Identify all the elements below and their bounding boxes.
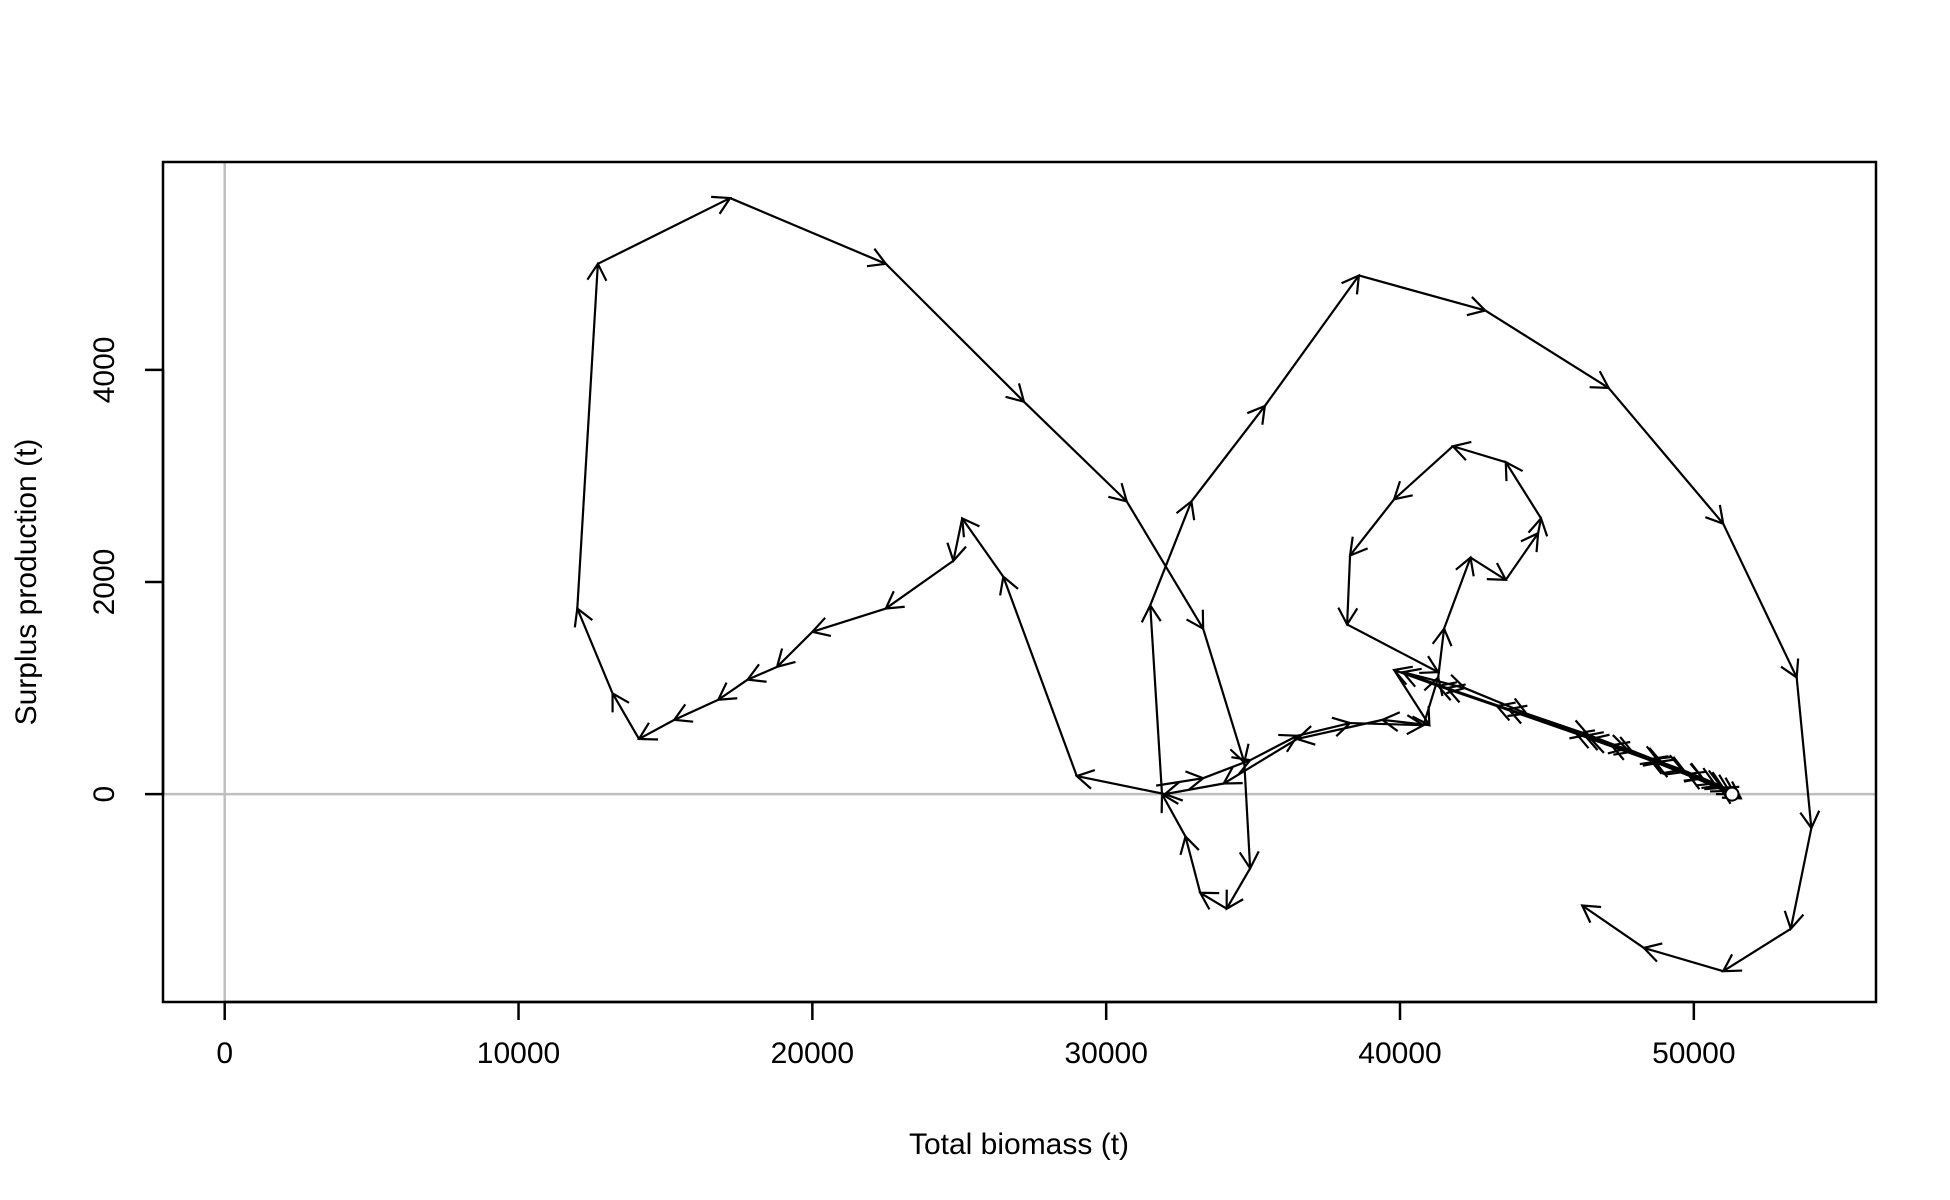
x-tick-label: 0 (216, 1037, 233, 1070)
y-axis-label: Surplus production (t) (10, 439, 43, 726)
trajectory-segment (885, 559, 955, 610)
trajectory-segment (1358, 274, 1486, 312)
trajectory-segment (1575, 732, 1657, 764)
trajectory-segment (1643, 946, 1724, 973)
x-tick-label: 30000 (1064, 1037, 1147, 1070)
trajectory-segment (952, 518, 964, 562)
trajectory-segment (1525, 712, 1589, 736)
y-tick-label: 4000 (88, 337, 121, 404)
x-tick-label: 10000 (477, 1037, 560, 1070)
trajectory-segment (1655, 761, 1736, 796)
trajectory-segment (1190, 405, 1266, 503)
trajectory-segment (1443, 557, 1472, 630)
trajectory-segment (1296, 721, 1351, 737)
trajectory-segment (776, 631, 814, 668)
trajectory-segment (1164, 782, 1224, 796)
trajectory-segment (611, 692, 640, 740)
trajectory-segment (1202, 759, 1251, 780)
trajectory-segment (1795, 677, 1813, 829)
trajectory-segment (597, 197, 731, 265)
trajectory-segment (1464, 687, 1527, 715)
trajectory-segment (1607, 387, 1725, 525)
trajectory-segment (1346, 623, 1439, 674)
trajectory-segment (1625, 747, 1659, 763)
trajectory-segment (673, 698, 719, 721)
x-tick-label: 40000 (1358, 1037, 1441, 1070)
trajectory-segment (812, 607, 887, 633)
trajectory-segment (1223, 738, 1298, 785)
trajectory-segment (1350, 721, 1424, 727)
trajectory-segment (885, 263, 1025, 403)
trajectory-segment (1722, 523, 1798, 678)
reference-lines (163, 162, 1876, 1002)
trajectory-segment (1581, 904, 1645, 949)
y-tick-label: 2000 (88, 549, 121, 616)
trajectory-segment (1496, 705, 1577, 735)
start-point-marker (1724, 786, 1740, 802)
trajectory-segment (1149, 500, 1193, 606)
y-axis: 0 2000 4000 (88, 337, 165, 803)
arrowhead (1419, 655, 1441, 675)
trajectory-segment (1722, 927, 1792, 973)
x-tick-label: 50000 (1652, 1037, 1735, 1070)
y-tick-label: 0 (88, 786, 121, 803)
trajectory-segment (1469, 556, 1507, 581)
trajectory-segment (1002, 576, 1078, 777)
trajectory-segment (729, 197, 887, 265)
trajectory-segment (1437, 684, 1498, 708)
trajectory-segment (1155, 777, 1204, 787)
trajectory-segment (961, 517, 1005, 578)
x-axis: 0 10000 20000 30000 40000 50000 (216, 1000, 1736, 1070)
trajectory-segment (1504, 461, 1542, 519)
trajectory-segment (1484, 309, 1610, 389)
trajectory-segment (1422, 677, 1440, 726)
trajectory-segment (1263, 274, 1360, 407)
trajectory-segment (1202, 628, 1246, 763)
trajectory-segment (1149, 605, 1164, 795)
trajectory-segment (1243, 762, 1252, 869)
x-axis-label: Total biomass (t) (909, 1128, 1129, 1161)
trajectory-segment (1161, 793, 1187, 838)
x-tick-label: 20000 (771, 1037, 854, 1070)
trajectory-segment (1349, 498, 1395, 557)
trajectory-segment (1702, 777, 1721, 787)
trajectory-segment (1393, 669, 1431, 726)
trajectory-segment (1346, 555, 1352, 625)
trajectory-segment (747, 665, 778, 681)
series-layer (573, 195, 1821, 973)
trajectory-segment (1023, 400, 1128, 503)
trajectory-segment (1437, 628, 1446, 678)
trajectory-segment (1249, 734, 1298, 762)
trajectory-segment (1393, 445, 1454, 501)
trajectory-segment (1658, 760, 1683, 771)
trajectory-segment (1537, 518, 1543, 534)
trajectory-segment (1199, 891, 1228, 910)
trajectory-segment (1225, 867, 1252, 910)
trajectory-segment (1504, 532, 1540, 581)
trajectory-segment (1184, 836, 1202, 894)
trajectory-segment (1452, 445, 1507, 464)
trajectory-segment (1076, 775, 1166, 796)
trajectory-segment (1125, 500, 1205, 630)
trajectory-segment (638, 718, 675, 740)
trajectory-segment (576, 263, 599, 609)
arrowhead (1580, 904, 1602, 924)
series-2 (1155, 440, 1549, 792)
trajectory-segment (1681, 768, 1704, 780)
trajectory-segment (717, 678, 749, 701)
trajectory-segment (576, 608, 614, 694)
trajectory-segment (1789, 827, 1813, 930)
